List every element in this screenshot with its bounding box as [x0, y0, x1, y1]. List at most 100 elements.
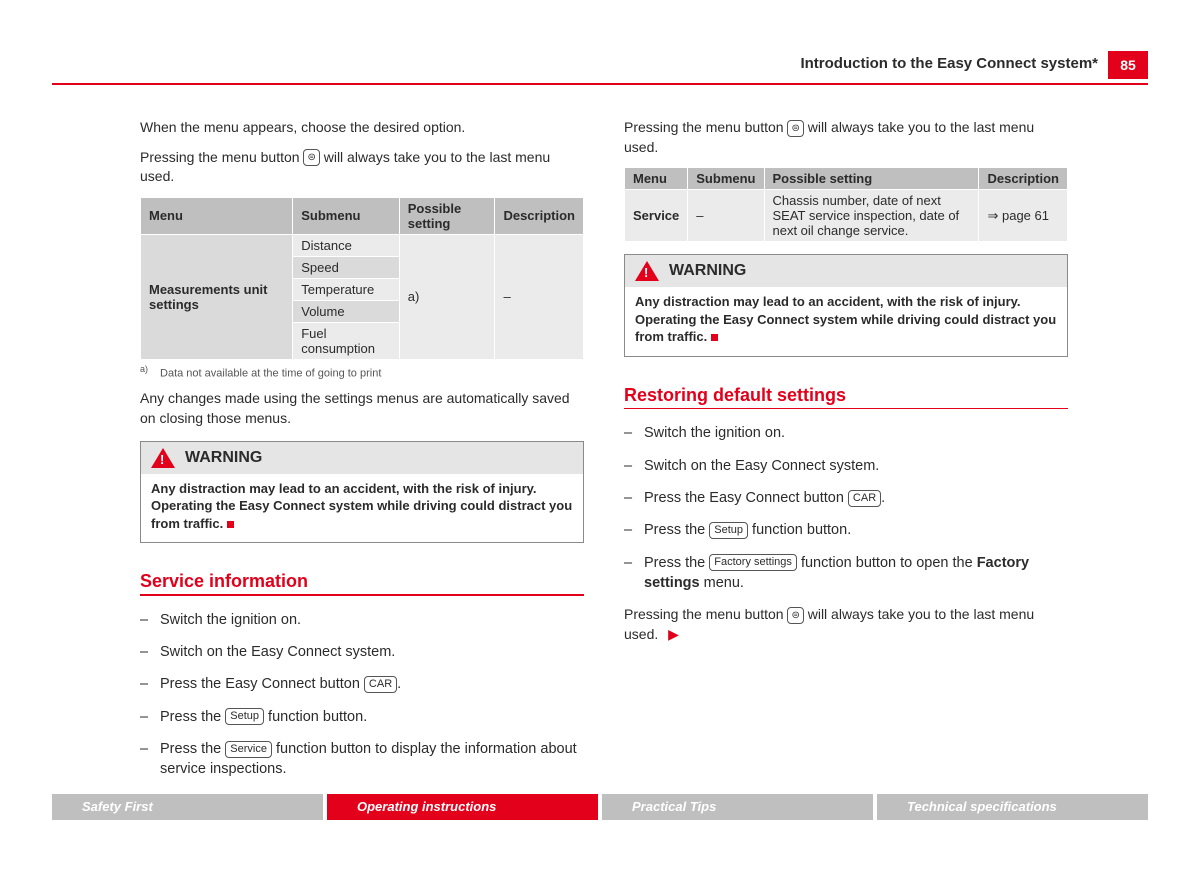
- cell-possible: Chassis number, date of next SEAT servic…: [764, 190, 979, 242]
- text: Pressing the menu button: [140, 149, 303, 165]
- cell-submenu: Distance: [293, 234, 400, 256]
- warning-triangle-icon: [635, 261, 659, 281]
- section-end-dot: [711, 334, 718, 341]
- step-text: function button to open the: [797, 555, 977, 571]
- section-restore-defaults: Restoring default settings: [624, 385, 1068, 406]
- text: Pressing the menu button: [624, 606, 787, 622]
- warning-title: WARNING: [669, 262, 746, 280]
- tab-technical-specifications[interactable]: Technical specifications: [877, 794, 1148, 820]
- list-item: –Press the Factory settings function but…: [624, 553, 1068, 594]
- cell-menu: Service: [625, 190, 688, 242]
- warning-header: WARNING: [141, 442, 583, 474]
- settings-table-left: Menu Submenu Possible setting Descriptio…: [140, 197, 584, 360]
- warning-triangle-icon: [151, 448, 175, 468]
- step-text: Press the Easy Connect button: [160, 676, 364, 692]
- step-text: function button.: [748, 522, 851, 538]
- cell-possible: a): [399, 234, 495, 359]
- step-text: Press the: [160, 709, 225, 725]
- right-para-end: Pressing the menu button will always tak…: [624, 605, 1068, 644]
- right-column: Pressing the menu button will always tak…: [624, 118, 1068, 756]
- th-submenu: Submenu: [293, 197, 400, 234]
- tab-safety-first[interactable]: Safety First: [52, 794, 323, 820]
- service-button: Service: [225, 741, 272, 758]
- cell-description: ⇒ page 61: [979, 190, 1068, 242]
- th-possible: Possible setting: [399, 197, 495, 234]
- step-text: function button.: [264, 709, 367, 725]
- para-autosave: Any changes made using the settings menu…: [140, 389, 584, 428]
- list-item: –Switch on the Easy Connect system.: [624, 456, 1068, 476]
- section-end-dot: [227, 521, 234, 528]
- warning-title: WARNING: [185, 449, 262, 467]
- table-footnote: a) Data not available at the time of goin…: [140, 364, 584, 380]
- manual-page: Introduction to the Easy Connect system*…: [0, 0, 1200, 876]
- step-text: Press the Easy Connect button: [644, 490, 848, 506]
- cell-menu: Measurements unit settings: [141, 234, 293, 359]
- cell-submenu: –: [688, 190, 764, 242]
- warning-header: WARNING: [625, 255, 1067, 287]
- section-rule: [140, 594, 584, 596]
- th-menu: Menu: [625, 168, 688, 190]
- cell-submenu: Temperature: [293, 278, 400, 300]
- tab-operating-instructions[interactable]: Operating instructions: [327, 794, 598, 820]
- warning-text: Any distraction may lead to an accident,…: [635, 294, 1056, 344]
- tab-practical-tips[interactable]: Practical Tips: [602, 794, 873, 820]
- step-text: Switch the ignition on.: [644, 423, 1068, 443]
- setup-button: Setup: [709, 522, 748, 539]
- car-button: CAR: [848, 490, 881, 507]
- list-item: –Switch the ignition on.: [140, 610, 584, 630]
- warning-body: Any distraction may lead to an accident,…: [141, 474, 583, 543]
- header-rule: [52, 83, 1148, 85]
- step-text: Switch on the Easy Connect system.: [644, 456, 1068, 476]
- cell-submenu: Fuel consumption: [293, 322, 400, 359]
- footnote-mark: a): [140, 364, 148, 374]
- warning-text: Any distraction may lead to an accident,…: [151, 481, 572, 531]
- right-para-1: Pressing the menu button will always tak…: [624, 118, 1068, 157]
- step-text: menu.: [700, 575, 744, 591]
- cell-description: –: [495, 234, 584, 359]
- list-item: –Press the Setup function button.: [140, 707, 584, 727]
- menu-button-icon: [787, 120, 803, 137]
- list-item: –Switch the ignition on.: [624, 423, 1068, 443]
- table-row: Measurements unit settings Distance a) –: [141, 234, 584, 256]
- th-description: Description: [979, 168, 1068, 190]
- step-text: Switch the ignition on.: [160, 610, 584, 630]
- step-text: Press the: [644, 522, 709, 538]
- section-service-info: Service information: [140, 571, 584, 592]
- table-header-row: Menu Submenu Possible setting Descriptio…: [625, 168, 1068, 190]
- step-text: Switch on the Easy Connect system.: [160, 642, 584, 662]
- step-text: .: [881, 490, 885, 506]
- left-column: When the menu appears, choose the desire…: [140, 118, 584, 756]
- text: Pressing the menu button: [624, 119, 787, 135]
- table-header-row: Menu Submenu Possible setting Descriptio…: [141, 197, 584, 234]
- section-rule: [624, 408, 1068, 410]
- continue-arrow-icon: ▶: [668, 626, 679, 642]
- cell-submenu: Volume: [293, 300, 400, 322]
- page-header: Introduction to the Easy Connect system*…: [52, 55, 1148, 85]
- chapter-title: Introduction to the Easy Connect system*: [800, 55, 1098, 72]
- footer-tabs: Safety First Operating instructions Prac…: [52, 794, 1148, 820]
- factory-settings-button: Factory settings: [709, 554, 797, 571]
- step-text: Press the: [644, 555, 709, 571]
- footnote-text: Data not available at the time of going …: [160, 367, 381, 379]
- table-row: Service – Chassis number, date of next S…: [625, 190, 1068, 242]
- intro-para-1: When the menu appears, choose the desire…: [140, 118, 584, 138]
- page-number: 85: [1108, 51, 1148, 79]
- list-item: –Press the Easy Connect button CAR.: [624, 488, 1068, 508]
- warning-body: Any distraction may lead to an accident,…: [625, 287, 1067, 356]
- th-submenu: Submenu: [688, 168, 764, 190]
- car-button: CAR: [364, 676, 397, 693]
- cell-submenu: Speed: [293, 256, 400, 278]
- list-item: –Press the Easy Connect button CAR.: [140, 674, 584, 694]
- intro-para-2: Pressing the menu button will always tak…: [140, 148, 584, 187]
- th-possible: Possible setting: [764, 168, 979, 190]
- warning-box: WARNING Any distraction may lead to an a…: [624, 254, 1068, 357]
- step-text: Press the: [160, 741, 225, 757]
- menu-button-icon: [303, 149, 319, 166]
- list-item: –Press the Setup function button.: [624, 520, 1068, 540]
- list-item: –Switch on the Easy Connect system.: [140, 642, 584, 662]
- step-text: .: [397, 676, 401, 692]
- warning-box: WARNING Any distraction may lead to an a…: [140, 441, 584, 544]
- th-description: Description: [495, 197, 584, 234]
- menu-button-icon: [787, 607, 803, 624]
- service-info-steps: –Switch the ignition on. –Switch on the …: [140, 610, 584, 780]
